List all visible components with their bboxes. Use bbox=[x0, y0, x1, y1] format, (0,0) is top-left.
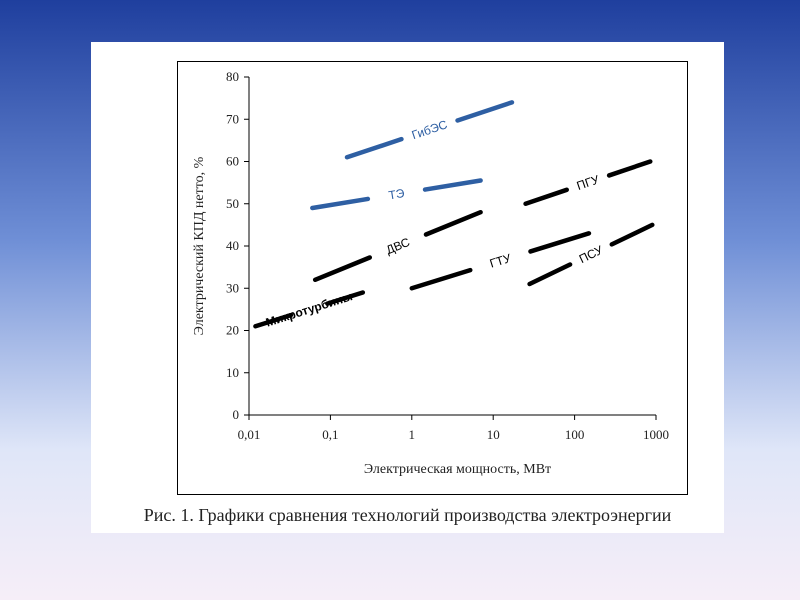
series-line-4 bbox=[253, 290, 366, 329]
x-tick-label: 1 bbox=[409, 427, 416, 442]
series-line-2 bbox=[312, 209, 483, 283]
series-line-3 bbox=[523, 159, 653, 206]
x-tick-label: 100 bbox=[565, 427, 585, 442]
plot-frame bbox=[177, 61, 688, 495]
efficiency-chart: 0 10 20 30 40 50 60 70 80 0,01 0,1 1 10 100 1000 Электр… bbox=[192, 69, 669, 477]
y-tick-label: 60 bbox=[226, 154, 239, 169]
figure-card: 0 10 20 30 40 50 60 70 80 0,01 0,1 1 10 100 1000 Электр… bbox=[91, 42, 724, 533]
y-tick-label: 30 bbox=[226, 280, 239, 295]
series-label-6: ПСУ bbox=[577, 243, 606, 266]
y-tick-label: 0 bbox=[233, 407, 240, 422]
x-tick-label: 10 bbox=[487, 427, 500, 442]
series-label-5: ГТУ bbox=[488, 251, 513, 271]
x-tick-label: 0,1 bbox=[322, 427, 338, 442]
series-label-4: Микротурбины bbox=[264, 289, 354, 329]
x-axis-title: Электрическая мощность, МВт bbox=[364, 462, 551, 477]
series-label-0: ГибЭС bbox=[410, 117, 450, 142]
y-tick-label: 10 bbox=[226, 365, 239, 380]
x-tick-label: 1000 bbox=[643, 427, 669, 442]
y-tick-label: 80 bbox=[226, 69, 239, 84]
x-tick-label: 0,01 bbox=[238, 427, 261, 442]
y-axis-title: Электрический КПД нетто, % bbox=[192, 156, 207, 335]
series-label-1: ТЭ bbox=[387, 186, 405, 202]
series-label-3: ПГУ bbox=[575, 172, 601, 193]
y-tick-label: 70 bbox=[226, 111, 239, 126]
figure-caption: Рис. 1. Графики сравнения технологий про… bbox=[143, 505, 672, 525]
series-label-2: ДВС bbox=[384, 235, 412, 257]
y-tick-label: 40 bbox=[226, 238, 239, 253]
series-line-5 bbox=[409, 231, 592, 291]
series-line-6 bbox=[527, 222, 655, 287]
y-tick-label: 20 bbox=[226, 323, 239, 338]
series-line-1 bbox=[310, 178, 483, 211]
series-line-0 bbox=[344, 100, 515, 160]
y-tick-label: 50 bbox=[226, 196, 239, 211]
